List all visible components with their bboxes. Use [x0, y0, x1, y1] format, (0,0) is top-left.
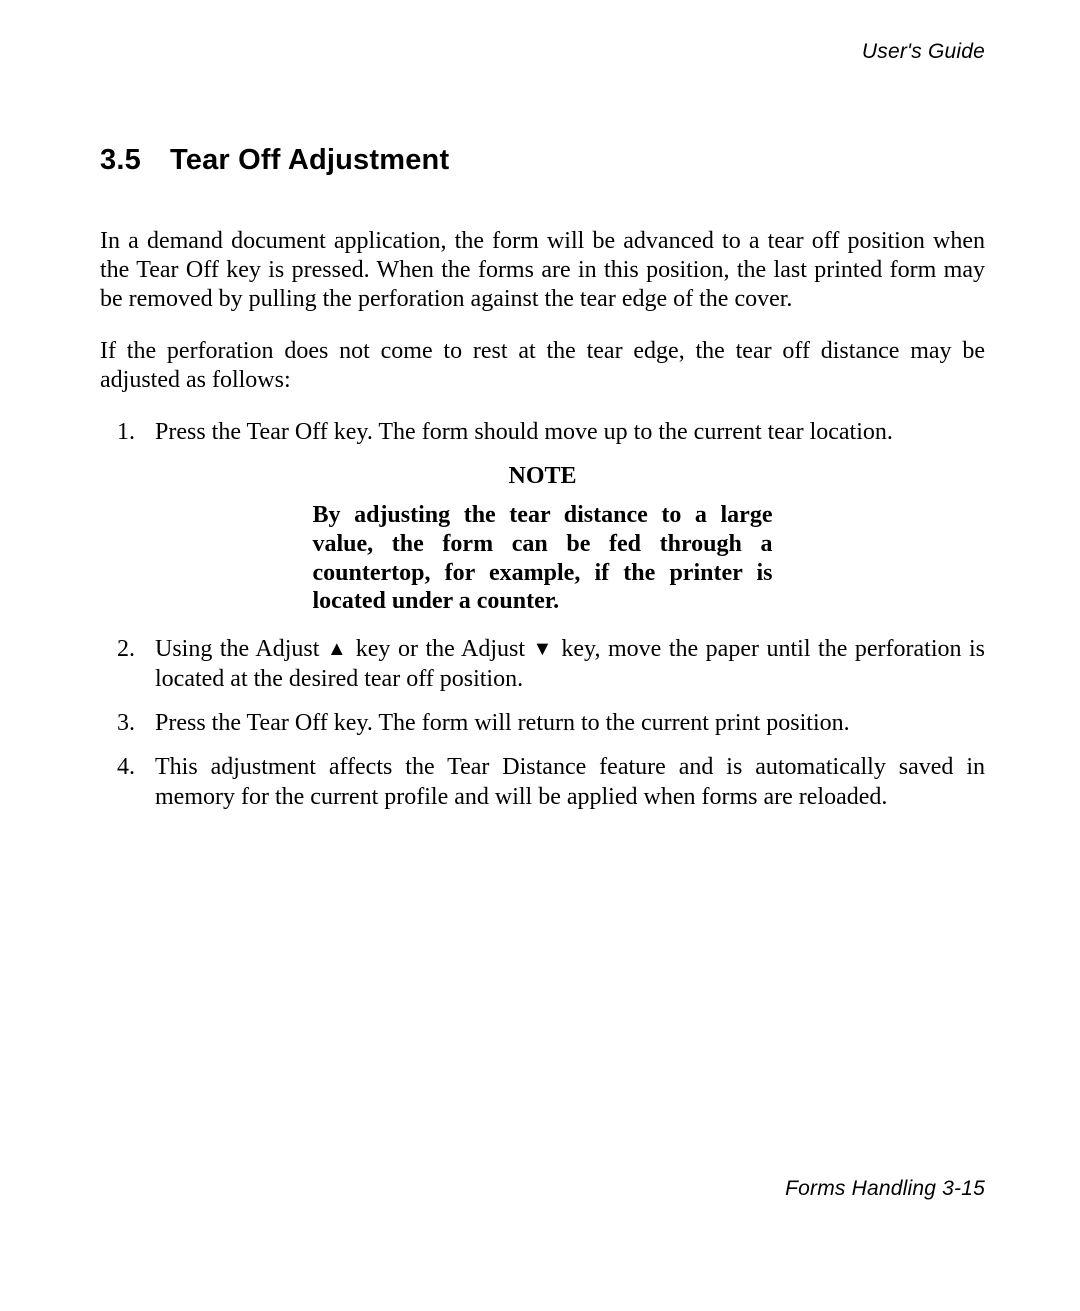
list-item: 3. Press the Tear Off key. The form will… — [100, 708, 985, 738]
page-header: User's Guide — [100, 40, 985, 64]
step2-pre: Using the Adjust — [155, 636, 327, 662]
step-text: Press the Tear Off key. The form will re… — [155, 708, 985, 738]
step-number: 4. — [100, 752, 155, 812]
note-block: NOTE By adjusting the tear distance to a… — [100, 461, 985, 616]
section-heading: 3.5Tear Off Adjustment — [100, 144, 985, 177]
step-number: 3. — [100, 708, 155, 738]
step-text: Using the Adjust ▲ key or the Adjust ▼ k… — [155, 634, 985, 694]
note-title: NOTE — [100, 461, 985, 491]
paragraph-intro-1: In a demand document application, the fo… — [100, 227, 985, 313]
step-number: 2. — [100, 634, 155, 694]
page-footer: Forms Handling 3-15 — [785, 1177, 985, 1201]
note-body: By adjusting the tear distance to a larg… — [313, 501, 773, 616]
step2-mid: key or the Adjust — [348, 636, 532, 662]
paragraph-intro-2: If the perforation does not come to rest… — [100, 337, 985, 395]
steps-list: 1. Press the Tear Off key. The form shou… — [100, 417, 985, 812]
triangle-up-icon: ▲ — [327, 638, 348, 660]
document-page: User's Guide 3.5Tear Off Adjustment In a… — [0, 0, 1080, 1311]
list-item: 4. This adjustment affects the Tear Dist… — [100, 752, 985, 812]
step-text: Press the Tear Off key. The form should … — [155, 417, 985, 447]
section-title-text: Tear Off Adjustment — [170, 144, 449, 176]
note-container: NOTE By adjusting the tear distance to a… — [100, 461, 985, 616]
list-item: 2. Using the Adjust ▲ key or the Adjust … — [100, 634, 985, 694]
step-number: 1. — [100, 417, 155, 447]
triangle-down-icon: ▼ — [533, 638, 554, 660]
list-item: 1. Press the Tear Off key. The form shou… — [100, 417, 985, 447]
section-number: 3.5 — [100, 144, 170, 177]
step-text: This adjustment affects the Tear Distanc… — [155, 752, 985, 812]
